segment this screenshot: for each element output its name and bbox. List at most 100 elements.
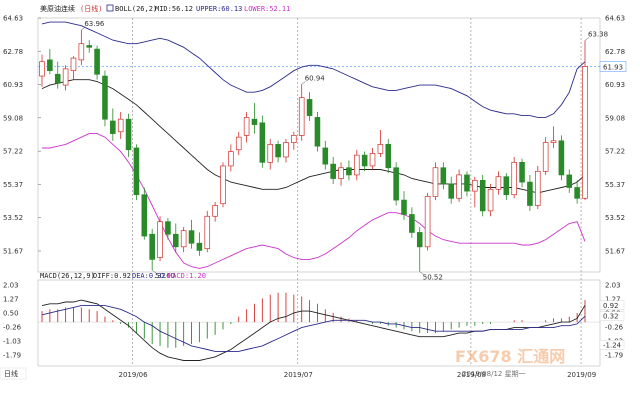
candlesticks bbox=[39, 30, 588, 272]
candle-body bbox=[157, 221, 163, 258]
macd-tick-right: -1.79 bbox=[605, 351, 623, 359]
candle-body bbox=[527, 181, 533, 206]
gridlines: 61.93 bbox=[38, 18, 627, 366]
candle-body bbox=[62, 68, 69, 86]
annotation-pointer bbox=[152, 270, 157, 274]
candle-body bbox=[267, 144, 274, 163]
price-tick-left: 60.93 bbox=[3, 81, 23, 89]
macd-right-tag-box bbox=[599, 300, 625, 310]
macd-tick-right: 1.27 bbox=[605, 295, 621, 303]
annotation-pointer bbox=[301, 81, 306, 85]
price-tick-right: 57.22 bbox=[605, 148, 625, 156]
price-annotation: 50.52 bbox=[423, 274, 443, 282]
candle-body bbox=[401, 199, 407, 215]
candle-body bbox=[243, 117, 250, 136]
annotation-pointer bbox=[419, 271, 424, 275]
boll-mid-line bbox=[41, 79, 586, 194]
candle-body bbox=[479, 179, 486, 212]
candle-body bbox=[361, 154, 368, 167]
macd-tick-right: -0.26 bbox=[605, 323, 624, 331]
candle-body bbox=[558, 140, 565, 176]
period-tag: 日线 bbox=[4, 369, 18, 378]
candle-body bbox=[259, 122, 266, 163]
candle-body bbox=[472, 179, 478, 192]
candle-body bbox=[47, 59, 53, 72]
candle-body bbox=[377, 144, 384, 154]
macd-dea-line bbox=[41, 305, 586, 352]
macd-tick-left: -0.26 bbox=[3, 323, 22, 331]
price-tick-right: 59.08 bbox=[605, 114, 625, 122]
macd-title: MACD(26,12,9) bbox=[40, 272, 95, 280]
candle-body bbox=[220, 165, 226, 205]
candle-body bbox=[196, 242, 203, 251]
macd-tick-left: 1.27 bbox=[3, 295, 19, 303]
macd-indicator: 0.92 0.32 -1.24 bbox=[41, 292, 625, 361]
candle-body bbox=[432, 167, 439, 197]
price-annotation: 63.96 bbox=[84, 20, 105, 28]
candle-body bbox=[322, 147, 329, 165]
price-tick-right: 51.67 bbox=[605, 247, 625, 255]
candle-body bbox=[409, 214, 415, 233]
price-tick-right: 62.78 bbox=[605, 48, 625, 56]
price-tick-left: 57.22 bbox=[3, 148, 23, 156]
candle-body bbox=[456, 174, 462, 199]
candle-body bbox=[291, 135, 297, 143]
candle-body bbox=[54, 73, 61, 84]
price-tick-left: 53.52 bbox=[3, 214, 23, 222]
candle-body bbox=[70, 57, 77, 72]
price-tick-left: 59.08 bbox=[3, 114, 23, 122]
x-tick-label: 2019/07 bbox=[284, 371, 313, 379]
price-annotation: 63.38 bbox=[588, 30, 608, 38]
current-price-tag-box bbox=[599, 61, 627, 72]
candle-body bbox=[298, 97, 305, 136]
candle-body bbox=[574, 187, 580, 199]
candle-body bbox=[125, 118, 132, 151]
candle-body bbox=[149, 233, 155, 260]
candle-body bbox=[39, 61, 45, 77]
candle-body bbox=[228, 151, 234, 167]
candle-body bbox=[424, 196, 431, 248]
boll-label: BOLL(26,2) bbox=[115, 5, 157, 13]
candle-body bbox=[141, 194, 148, 237]
macd-right-tag: -1.24 bbox=[603, 341, 622, 349]
boll-legend-icon bbox=[106, 4, 114, 12]
price-tick-right: 53.52 bbox=[605, 214, 625, 222]
price-tick-left: 55.37 bbox=[3, 181, 23, 189]
x-axis: 2019/06 2019/07 2019/08 2019/09 bbox=[119, 371, 597, 379]
macd-right-tag: 0.92 bbox=[603, 302, 619, 310]
boll-upper-line bbox=[41, 21, 586, 118]
price-annotations: 63.96 50.60 60.94 50.52 63.38 bbox=[81, 20, 608, 282]
candle-body bbox=[235, 136, 242, 151]
bollinger-bands bbox=[41, 21, 586, 269]
candle-body bbox=[94, 48, 100, 75]
macd-value-label: MACD:1.20 bbox=[168, 272, 206, 280]
candle-body bbox=[172, 233, 179, 248]
candle-body bbox=[566, 174, 573, 188]
candle-body bbox=[503, 176, 510, 196]
candle-body bbox=[110, 120, 116, 134]
candle-body bbox=[117, 118, 124, 133]
candle-body bbox=[306, 99, 313, 116]
candle-body bbox=[212, 205, 218, 217]
price-axis: 64.63 64.63 62.78 62.78 60.93 60.93 59.08 59.08… bbox=[3, 15, 625, 256]
macd-right-tag-box bbox=[599, 340, 625, 350]
period-tag-box bbox=[0, 367, 27, 380]
candle-body bbox=[448, 183, 455, 199]
candle-body bbox=[393, 167, 399, 201]
boll-lower-label: LOWER:52.11 bbox=[244, 5, 290, 13]
candle-body bbox=[353, 154, 360, 176]
candle-body bbox=[511, 161, 517, 196]
symbol-title: 美原油连续 bbox=[40, 4, 75, 13]
price-annotation: 60.94 bbox=[305, 74, 326, 82]
candle-body bbox=[542, 142, 549, 172]
watermark: FX678 汇通网 bbox=[455, 347, 565, 366]
macd-tick-left: -1.03 bbox=[3, 337, 21, 345]
macd-panel-frame bbox=[37, 279, 601, 367]
price-panel-frame bbox=[37, 17, 601, 273]
price-tick-right: 60.93 bbox=[605, 81, 625, 89]
macd-dea-label: DEA:0.32 bbox=[132, 272, 166, 280]
price-tick-right: 55.37 bbox=[605, 181, 625, 189]
candle-body bbox=[440, 167, 447, 185]
